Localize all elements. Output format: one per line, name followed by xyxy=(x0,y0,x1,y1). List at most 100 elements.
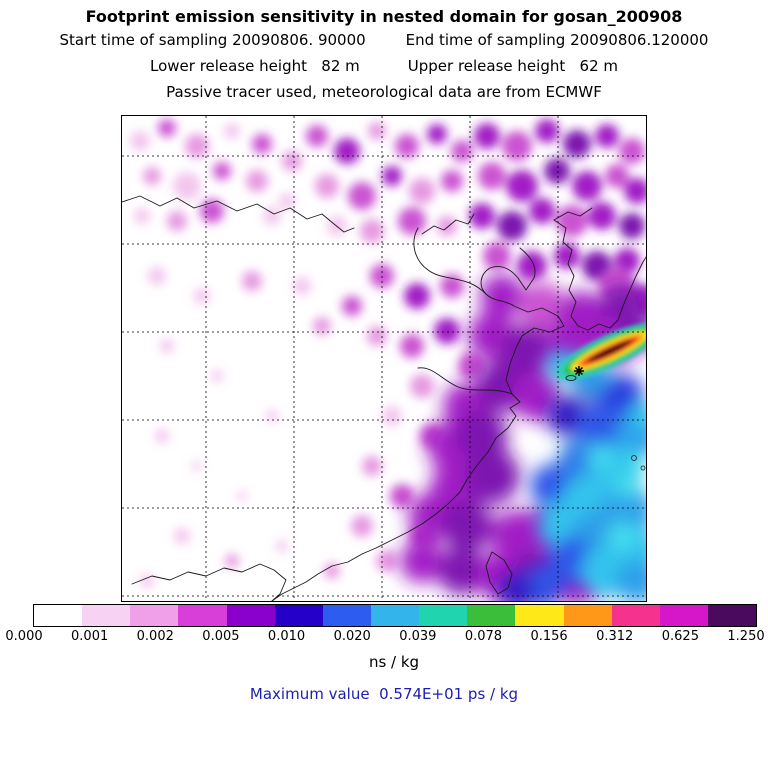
sampling-time-row: Start time of sampling 20090806. 90000 E… xyxy=(0,31,768,49)
colorbar-tick-label: 0.020 xyxy=(333,629,371,644)
field-blob xyxy=(409,178,435,204)
colorbar-tick-label: 0.005 xyxy=(202,629,240,644)
field-blob xyxy=(438,547,486,595)
field-blob xyxy=(458,352,486,380)
field-blob xyxy=(469,203,495,229)
field-blob xyxy=(395,134,419,158)
field-blob xyxy=(588,202,616,230)
colorbar-tick-label: 0.000 xyxy=(5,629,43,644)
field-blob xyxy=(434,318,460,344)
field-blob xyxy=(263,207,281,225)
field-blob xyxy=(578,402,626,450)
field-blob xyxy=(619,138,645,164)
field-blob xyxy=(313,317,331,335)
colorbar-cell xyxy=(322,605,371,626)
coastline-path xyxy=(417,367,513,395)
field-blob xyxy=(398,207,426,235)
field-blob xyxy=(427,124,447,144)
field-blob xyxy=(404,283,430,309)
island-outline xyxy=(631,455,637,461)
footprint-map-svg xyxy=(122,116,646,601)
colorbar-tick-label: 0.002 xyxy=(136,629,174,644)
colorbar-tick-label: 0.078 xyxy=(464,629,503,644)
coastline-path xyxy=(122,195,355,233)
field-blob xyxy=(608,522,636,550)
colorbar-cell xyxy=(467,605,516,626)
colorbar-cell xyxy=(226,605,275,626)
tracer-label: Passive tracer used, meteorological data… xyxy=(166,83,602,101)
field-blob xyxy=(390,484,414,508)
field-blob xyxy=(134,208,150,224)
field-blob xyxy=(348,182,376,210)
field-blob xyxy=(400,539,444,583)
coastline-path xyxy=(131,563,287,601)
coastline-path xyxy=(485,551,513,595)
field-blob xyxy=(194,288,210,304)
colorbar-cell xyxy=(274,605,323,626)
field-blob xyxy=(629,453,645,469)
colorbar-cell xyxy=(82,605,131,626)
field-blob xyxy=(315,174,339,198)
field-blob xyxy=(478,162,506,190)
field-blob xyxy=(155,429,169,443)
field-blob xyxy=(158,119,176,137)
colorbar-cell xyxy=(178,605,227,626)
field-blob xyxy=(148,267,166,285)
field-blob xyxy=(130,131,150,151)
colorbar-tick-label: 0.010 xyxy=(267,629,306,644)
field-blob xyxy=(211,370,223,382)
field-blob xyxy=(192,461,202,471)
coastline-path xyxy=(553,207,593,221)
field-blob xyxy=(440,274,464,298)
units-label: ns / kg xyxy=(368,653,420,671)
end-time-label: End time of sampling 20090806.120000 xyxy=(405,31,709,49)
field-blob xyxy=(360,219,384,243)
field-blob xyxy=(480,274,524,318)
field-blob xyxy=(306,125,328,147)
colorbar-cell xyxy=(515,605,564,626)
field-blob xyxy=(517,251,547,281)
coastline-path xyxy=(553,219,646,331)
coastline-path xyxy=(565,375,577,381)
field-blob xyxy=(547,396,587,436)
field-blob xyxy=(499,573,535,601)
tracer-row: Passive tracer used, meteorological data… xyxy=(0,83,768,101)
colorbar-cell xyxy=(611,605,660,626)
field-blob xyxy=(225,554,239,568)
field-blob xyxy=(595,124,619,148)
field-blob xyxy=(554,243,580,269)
field-blob xyxy=(474,123,500,149)
field-blob xyxy=(624,178,646,204)
field-blob xyxy=(237,491,247,501)
colorbar-tick-label: 1.250 xyxy=(727,629,765,644)
colorbar xyxy=(33,604,757,627)
field-blob xyxy=(382,166,402,186)
field-blob xyxy=(367,326,387,346)
field-blob xyxy=(160,339,174,353)
field-blob xyxy=(140,574,154,588)
field-blob xyxy=(242,271,262,291)
field-blob xyxy=(342,296,362,316)
field-blob xyxy=(276,540,288,552)
colorbar-tick-label: 0.001 xyxy=(71,629,109,644)
field-blob xyxy=(382,406,402,426)
colorbar-cell xyxy=(130,605,179,626)
field-blob xyxy=(614,248,640,274)
colorbar-cell xyxy=(563,605,612,626)
field-blob xyxy=(252,134,272,154)
field-blob xyxy=(628,402,646,430)
field-blob xyxy=(324,563,340,579)
colorbar-tick-label: 0.312 xyxy=(596,629,634,644)
field-blob xyxy=(619,213,645,239)
field-blob xyxy=(615,559,646,601)
release-height-row: Lower release height 82 m Upper release … xyxy=(0,57,768,75)
field-blob xyxy=(483,242,511,270)
field-blob xyxy=(368,122,386,140)
gridlines xyxy=(122,116,646,601)
field-blob xyxy=(556,205,588,237)
field-blob xyxy=(173,172,201,200)
field-blob xyxy=(246,170,268,192)
colorbar-ticks: 0.000 0.001 0.002 0.005 0.010 0.020 0.039 0.078… xyxy=(5,629,764,647)
field-blob xyxy=(334,138,360,164)
